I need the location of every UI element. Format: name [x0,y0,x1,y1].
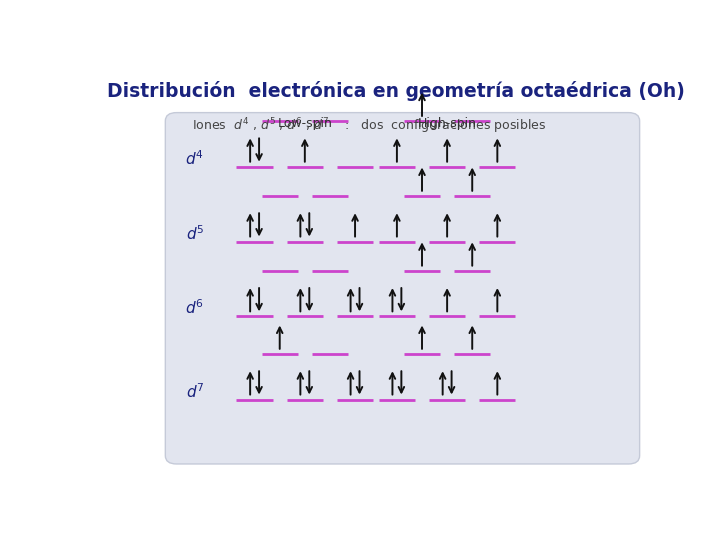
Text: Iones  $d^4$ , $d^5$ , $d^6$ , $d^7$    :   dos  configuraciones posibles: Iones $d^4$ , $d^5$ , $d^6$ , $d^7$ : do… [192,117,546,137]
Text: Low-spin: Low-spin [277,117,332,130]
Text: $d^7$: $d^7$ [186,382,204,401]
Text: High-spin: High-spin [418,117,477,130]
Text: $d^4$: $d^4$ [186,149,204,168]
Text: $d^6$: $d^6$ [186,299,204,318]
FancyBboxPatch shape [166,113,639,464]
Text: Distribución  electrónica en geometría octaédrica (Oh): Distribución electrónica en geometría oc… [107,82,685,102]
Text: $d^5$: $d^5$ [186,224,204,242]
